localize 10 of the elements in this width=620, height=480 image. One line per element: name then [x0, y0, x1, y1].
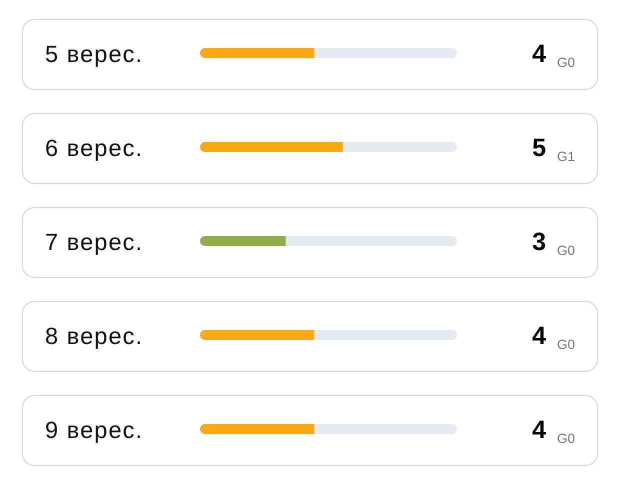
y-tick-label: 6 верес. — [45, 135, 144, 161]
y-tick-label: 8 верес. — [45, 323, 144, 349]
data-label: 3 $_{G0}$ — [532, 228, 575, 258]
y-tick-label: 7 верес. — [45, 229, 144, 255]
data-label: 5 $_{G1}$ — [532, 134, 575, 164]
data-label: 4 $_{G0}$ — [532, 416, 575, 446]
y-tick-label: 5 верес. — [45, 41, 144, 67]
data-label: 4 $_{G0}$ — [532, 40, 575, 70]
data-label: 4 $_{G0}$ — [532, 322, 575, 352]
y-tick-label: 9 верес. — [45, 417, 144, 443]
